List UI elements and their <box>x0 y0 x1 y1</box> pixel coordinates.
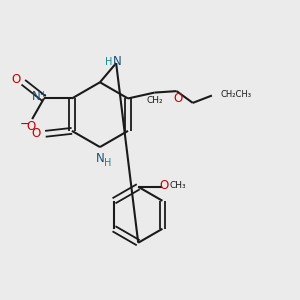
Text: N: N <box>96 152 104 165</box>
Text: O: O <box>11 73 21 86</box>
Text: −: − <box>20 118 31 131</box>
Text: O: O <box>31 127 40 140</box>
Text: O: O <box>160 179 169 192</box>
Text: CH₃: CH₃ <box>170 181 186 190</box>
Text: CH₂: CH₂ <box>147 96 164 105</box>
Text: +: + <box>39 90 46 99</box>
Text: N: N <box>113 55 122 68</box>
Text: CH₂CH₃: CH₂CH₃ <box>221 90 252 99</box>
Text: H: H <box>105 57 112 67</box>
Text: O: O <box>173 92 183 105</box>
Text: O: O <box>27 120 36 133</box>
Text: H: H <box>103 158 111 168</box>
Text: N: N <box>32 91 41 103</box>
